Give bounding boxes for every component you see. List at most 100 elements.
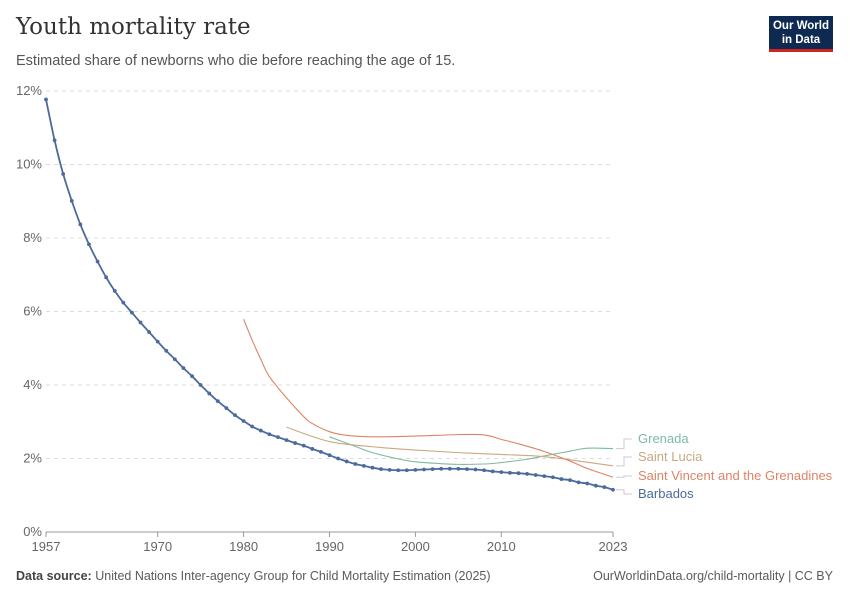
data-point	[112, 289, 117, 293]
data-point	[233, 413, 237, 418]
y-tick-label: 2%	[23, 451, 42, 466]
x-tick-label: 1990	[315, 539, 344, 554]
x-tick-label: 2010	[487, 539, 516, 554]
data-point	[319, 449, 323, 454]
data-point	[550, 475, 555, 480]
data-point	[499, 470, 504, 474]
data-point	[353, 462, 358, 466]
data-point	[52, 138, 57, 143]
source-text: United Nations Inter-agency Group for Ch…	[95, 569, 491, 583]
data-point	[181, 366, 186, 370]
data-point	[198, 383, 203, 387]
data-point	[69, 198, 74, 203]
data-point	[87, 242, 91, 247]
y-tick-label: 4%	[23, 377, 42, 392]
series-line-grenada	[329, 436, 614, 465]
data-point	[301, 443, 306, 448]
data-point	[250, 424, 255, 429]
data-point	[602, 485, 607, 490]
data-source: Data source: United Nations Inter-agency…	[16, 569, 491, 583]
data-point	[224, 406, 229, 411]
data-point	[95, 259, 100, 264]
x-tick-label: 1957	[32, 539, 61, 554]
source-link[interactable]: OurWorldinData.org/child-mortality | CC …	[593, 569, 833, 583]
data-point	[473, 467, 478, 472]
data-point	[559, 477, 564, 481]
data-point	[267, 432, 272, 437]
data-point	[207, 391, 212, 396]
data-point	[336, 456, 340, 461]
data-point	[190, 374, 194, 379]
data-point	[172, 357, 177, 362]
label-connector	[616, 475, 632, 478]
data-point	[215, 399, 220, 404]
data-point	[147, 330, 151, 334]
data-point	[258, 428, 263, 433]
owid-logo[interactable]: Our World in Data	[769, 16, 833, 52]
series-label: Saint Vincent and the Grenadines	[638, 468, 833, 483]
data-point	[533, 473, 538, 477]
x-tick-label: 2023	[599, 539, 628, 554]
data-point	[585, 481, 590, 486]
data-point	[413, 467, 418, 472]
data-point	[361, 463, 366, 468]
x-tick-label: 1970	[143, 539, 172, 554]
data-point	[138, 320, 143, 325]
data-point	[104, 275, 109, 280]
label-connector	[616, 456, 632, 467]
data-point	[568, 478, 572, 483]
label-connector	[616, 489, 632, 495]
series-label: Barbados	[638, 486, 694, 501]
data-point	[44, 97, 48, 102]
data-point	[327, 453, 332, 458]
data-point	[593, 483, 598, 488]
data-point	[78, 222, 83, 227]
data-point	[439, 466, 444, 471]
data-point	[164, 348, 169, 353]
data-point	[576, 480, 581, 485]
data-point	[155, 339, 160, 344]
data-point	[508, 470, 512, 475]
data-point	[121, 300, 126, 305]
data-point	[310, 447, 315, 451]
data-point	[542, 474, 547, 479]
data-point	[293, 441, 298, 445]
source-label: Data source:	[16, 569, 92, 583]
series-line-saint-vincent-and-the-grenadines	[243, 319, 614, 478]
y-tick-label: 12%	[16, 83, 42, 98]
data-point	[430, 467, 435, 472]
data-point	[482, 468, 487, 473]
data-point	[379, 467, 383, 472]
x-tick-label: 2000	[401, 539, 430, 554]
label-connector	[616, 438, 632, 450]
chart-subtitle: Estimated share of newborns who die befo…	[16, 53, 456, 69]
series-label: Saint Lucia	[638, 449, 703, 464]
data-point	[456, 466, 461, 471]
data-point	[284, 438, 289, 443]
data-point	[241, 419, 246, 423]
data-point	[61, 172, 66, 176]
y-tick-label: 6%	[23, 304, 42, 319]
data-point	[490, 469, 495, 474]
data-point	[404, 468, 409, 473]
x-tick-label: 1980	[229, 539, 258, 554]
data-point	[525, 472, 529, 476]
series-label: Grenada	[638, 431, 689, 446]
data-point	[516, 471, 521, 476]
data-point	[344, 459, 349, 464]
series-line-saint-lucia	[286, 426, 614, 467]
data-point	[396, 468, 401, 473]
y-tick-label: 10%	[16, 157, 42, 172]
data-point	[447, 466, 452, 471]
data-point	[611, 487, 615, 492]
data-point	[465, 467, 469, 472]
data-point	[422, 467, 426, 472]
data-point	[370, 465, 375, 470]
y-tick-label: 8%	[23, 230, 42, 245]
data-point	[130, 310, 134, 315]
y-tick-label: 0%	[23, 524, 42, 539]
data-point	[276, 435, 280, 440]
data-point	[387, 467, 392, 472]
